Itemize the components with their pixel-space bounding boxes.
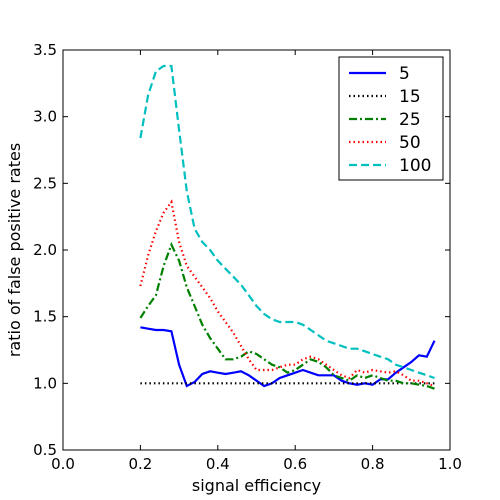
y-tick-label: 0.5 [33, 441, 57, 459]
legend: 5 15 25 50 100 [338, 56, 444, 181]
y-tick-label: 1.0 [33, 374, 57, 392]
legend-label-50: 50 [399, 133, 421, 153]
legend-label-100: 100 [399, 156, 431, 176]
legend-label-5: 5 [399, 64, 410, 84]
x-tick-label: 0.2 [128, 455, 152, 473]
x-tick-label: 0.6 [283, 455, 307, 473]
legend-label-15: 15 [399, 87, 421, 107]
series-line-100 [139, 64, 435, 380]
x-tick-label: 0.8 [361, 455, 385, 473]
y-tick-label: 2.0 [33, 241, 57, 259]
ticks-layer: 0.0 0.2 0.4 0.6 0.8 1.0 0.5 1.0 1.5 2.0 2.5 3.0 3.5 [33, 41, 462, 473]
y-tick-label: 3.5 [33, 41, 57, 59]
x-axis-label: signal efficiency [192, 476, 321, 495]
y-tick-label: 3.0 [33, 108, 57, 126]
y-axis-label: ratio of false positive rates [5, 143, 24, 357]
x-tick-label: 0.0 [51, 455, 75, 473]
series-line-50 [139, 199, 435, 388]
series-layer [139, 64, 436, 390]
y-tick-label: 1.5 [33, 308, 57, 326]
legend-label-25: 25 [399, 110, 421, 130]
y-tick-label: 2.5 [33, 174, 57, 192]
x-tick-label: 0.4 [206, 455, 230, 473]
x-tick-label: 1.0 [438, 455, 462, 473]
series-line-25 [139, 241, 435, 390]
